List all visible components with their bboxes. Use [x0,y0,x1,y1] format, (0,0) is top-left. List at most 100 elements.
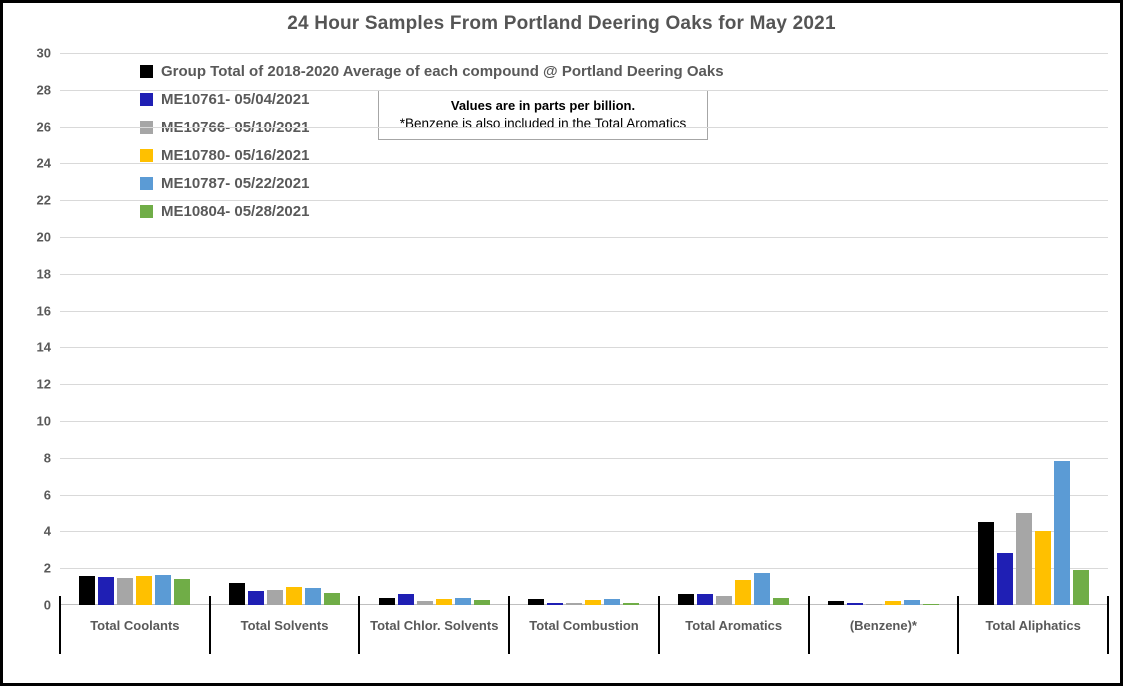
bar-group [210,53,360,605]
gridline [60,126,1108,128]
legend-item: ME10787- 05/22/2021 [140,175,724,192]
bar [324,593,341,605]
gridline [60,347,1108,349]
bar-group [659,53,809,605]
legend-item: ME10804- 05/28/2021 [140,203,724,220]
y-axis-tick-label: 14 [36,339,51,355]
category-separator [957,596,960,654]
legend-label: ME10787- 05/22/2021 [161,175,310,192]
y-axis-tick-label: 30 [36,45,51,61]
bar-group [359,53,509,605]
bar [604,598,621,605]
gridline [60,568,1108,570]
category-separator [1107,596,1109,654]
gridline [60,237,1108,238]
gridline [60,310,1108,312]
bar [155,574,172,605]
x-axis-line [60,604,1108,605]
bar [716,595,733,605]
category-label: Total Aromatics [685,618,783,633]
y-axis-tick-label: 0 [43,597,51,613]
gridline [60,494,1108,496]
y-axis-tick-label: 16 [36,303,51,319]
bar [98,577,115,605]
category-label: Total Chlor. Solvents [370,618,499,633]
y-axis-tick-label: 22 [36,192,51,208]
category-separator [59,596,61,654]
bar [136,576,153,605]
bar [566,602,583,605]
bar-group [809,53,959,605]
bar [977,522,994,605]
y-axis-tick-label: 28 [36,82,51,98]
bar [416,601,433,605]
bar [884,601,901,605]
y-axis-tick-label: 12 [36,376,51,392]
legend-key-icon [140,93,153,106]
bar-group [60,53,210,605]
category-separator [657,596,660,654]
y-axis-tick-label: 26 [36,119,51,135]
bar [1072,570,1089,605]
legend-key-icon [140,65,153,78]
legend-label: ME10761- 05/04/2021 [161,91,310,108]
bar [922,603,939,605]
gridline [60,384,1108,386]
gridline [60,163,1108,165]
y-axis-tick-label: 8 [43,450,51,466]
y-axis-tick-label: 10 [36,413,51,429]
gridline [60,89,1108,91]
bar [773,597,790,605]
bar [1034,531,1051,605]
y-axis-tick-label: 24 [36,155,51,171]
bar-group [958,53,1108,605]
gridline [60,421,1108,422]
bar [305,587,322,605]
bar [678,593,695,605]
bar-group [509,53,659,605]
plot-area: Group Total of 2018-2020 Average of each… [37,46,1109,654]
y-axis-tick-label: 2 [43,560,51,576]
legend-label: ME10804- 05/28/2021 [161,203,310,220]
gridline [60,53,1108,54]
bar [754,572,771,605]
category-separator [208,596,211,654]
legend: Group Total of 2018-2020 Average of each… [136,61,728,222]
bar [117,578,134,605]
category-separator [358,596,361,654]
bar [286,586,303,605]
category-label: Total Combustion [529,618,639,633]
bar [585,600,602,605]
category-label: Total Solvents [240,618,329,633]
bar [174,579,191,605]
category-separator [508,596,511,654]
y-axis-tick-label: 18 [36,266,51,282]
gridline [60,457,1108,459]
category-separator [807,596,810,654]
legend-label: Group Total of 2018-2020 Average of each… [161,63,724,80]
bar [79,576,96,605]
legend-key-icon [140,205,153,218]
bar [397,593,414,605]
gridline [60,531,1108,533]
bar [473,600,490,605]
bar [623,603,640,605]
y-axis-tick-label: 6 [43,487,51,503]
category-label: Total Aliphatics [985,618,1081,633]
y-axis-tick-label: 20 [36,229,51,245]
legend-key-icon [140,149,153,162]
bar [267,590,284,605]
bar [996,553,1013,605]
bar [1053,461,1070,605]
bar [454,597,471,605]
bar [827,601,844,605]
bar [528,598,545,605]
bar [378,597,395,605]
bar [865,603,882,605]
gridline [60,200,1108,202]
bar [903,600,920,605]
legend-item: ME10761- 05/04/2021 [140,91,724,108]
bar [697,593,714,605]
bar [229,582,246,605]
